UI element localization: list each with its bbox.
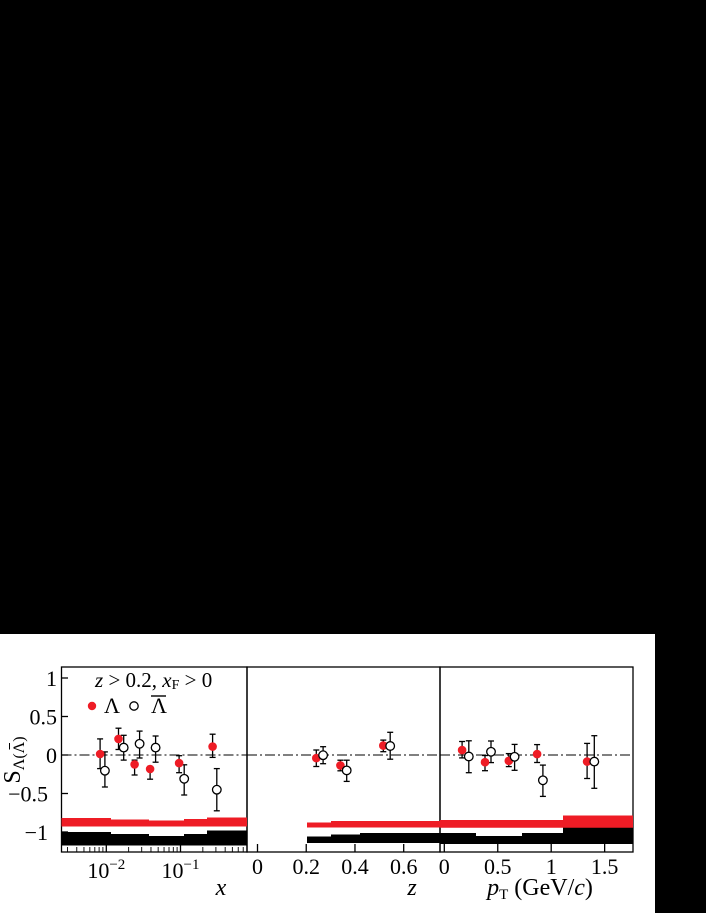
svg-text:pT (GeV/c): pT (GeV/c) [485,875,593,903]
svg-text:−0.5: −0.5 [8,782,48,807]
svg-text:Λ: Λ [104,693,120,718]
svg-text:z > 0.2, xF > 0: z > 0.2, xF > 0 [94,668,212,693]
svg-text:SΛ(Λ): SΛ(Λ) [0,736,28,783]
svg-text:Λ: Λ [151,693,167,718]
svg-text:0.5: 0.5 [30,705,58,730]
svg-text:0.2: 0.2 [292,854,320,879]
svg-text:0: 0 [252,854,263,879]
svg-text:1.5: 1.5 [591,854,619,879]
svg-text:10−1: 10−1 [162,857,200,883]
svg-text:z: z [406,875,417,901]
svg-text:10−2: 10−2 [87,857,125,883]
svg-text:0: 0 [46,743,57,768]
svg-text:1: 1 [46,666,57,691]
svg-text:−1: −1 [25,820,48,845]
svg-text:0: 0 [439,854,450,879]
svg-text:x: x [215,875,227,901]
svg-text:0.4: 0.4 [341,854,369,879]
